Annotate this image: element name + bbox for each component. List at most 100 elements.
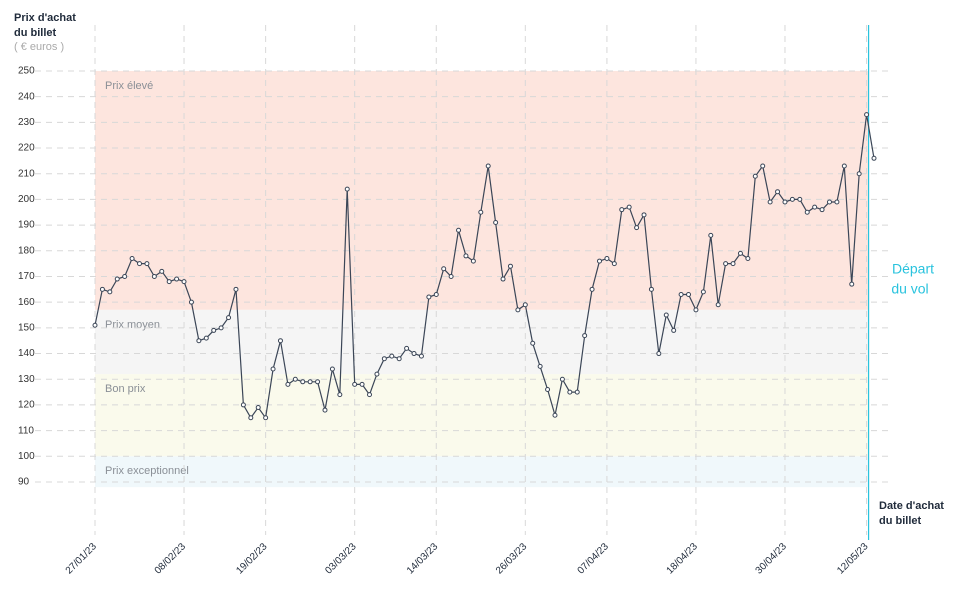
y-tick-label: 170 [18,271,35,282]
price-point [604,255,610,261]
x-tick-label: 08/02/23 [153,541,189,577]
price-point [730,261,736,267]
price-point [648,286,654,292]
price-point [841,163,847,169]
price-point [285,381,291,387]
price-point [522,302,528,308]
price-point [671,327,677,333]
price-point [789,196,795,202]
price-point [144,261,150,267]
x-tick-label: 07/04/23 [576,541,612,577]
price-point [723,261,729,267]
band-label: Prix exceptionnel [105,465,189,477]
price-point [352,381,358,387]
price-point [196,338,202,344]
y-tick-label: 110 [18,425,34,436]
price-point [344,186,350,192]
band-label: Prix élevé [105,80,153,92]
price-point [188,299,194,305]
y-title-line1: Prix d'achat [14,12,76,24]
price-point [255,404,261,410]
price-point [804,209,810,215]
price-point [856,171,862,177]
price-point [530,340,536,346]
price-point [663,312,669,318]
price-band [95,309,869,375]
y-tick-label: 100 [18,451,35,462]
price-point [218,325,224,331]
price-point [812,204,818,210]
price-point [211,327,217,333]
price-point [456,227,462,233]
price-point [589,286,595,292]
price-point [226,315,232,321]
price-point [634,225,640,231]
price-point [656,351,662,357]
departure-label-line1: Départ [892,261,934,277]
y-tick-label: 90 [18,477,30,488]
price-point [181,279,187,285]
price-point [693,307,699,313]
price-point [708,232,714,238]
price-point [300,379,306,385]
price-point [448,273,454,279]
band-label: Bon prix [105,383,146,395]
price-point [292,376,298,382]
price-point [433,291,439,297]
price-point [263,415,269,421]
price-point [248,415,254,421]
price-point [686,291,692,297]
price-point [752,173,758,179]
price-point [159,268,165,274]
price-point [545,387,551,393]
price-point [834,199,840,205]
price-point [596,258,602,264]
x-tick-label: 19/02/23 [234,541,270,577]
x-tick-label: 27/01/23 [64,541,100,577]
price-band [95,456,869,488]
price-point [782,199,788,205]
price-point [233,286,239,292]
price-point [826,199,832,205]
price-point [329,366,335,372]
price-point [871,155,877,161]
price-point [151,273,157,279]
price-point [797,196,803,202]
price-point [99,286,105,292]
x-title-line2: du billet [879,515,922,527]
price-point [582,333,588,339]
price-point [107,289,113,295]
price-point [715,302,721,308]
y-unit: ( € euros ) [14,41,64,53]
price-point [166,279,172,285]
price-point [500,276,506,282]
price-point [864,112,870,118]
price-point [129,255,135,261]
price-point [745,255,751,261]
price-point [122,273,128,279]
price-point [322,407,328,413]
y-tick-label: 180 [18,245,35,256]
price-point [507,263,513,269]
price-point [374,371,380,377]
price-point [418,353,424,359]
price-point [470,258,476,264]
y-tick-label: 220 [18,143,35,154]
y-title-line2: du billet [14,27,57,39]
x-tick-label: 18/04/23 [665,541,701,577]
price-point [240,402,246,408]
price-point [537,363,543,369]
y-tick-label: 140 [18,348,35,359]
price-point [404,345,410,351]
price-point [678,291,684,297]
x-tick-label: 14/03/23 [405,541,441,577]
price-point [463,253,469,259]
price-point [411,351,417,357]
y-tick-label: 250 [18,66,35,77]
y-tick-label: 210 [18,168,35,179]
price-point [337,392,343,398]
price-point [396,356,402,362]
y-tick-label: 200 [18,194,35,205]
price-point [381,356,387,362]
